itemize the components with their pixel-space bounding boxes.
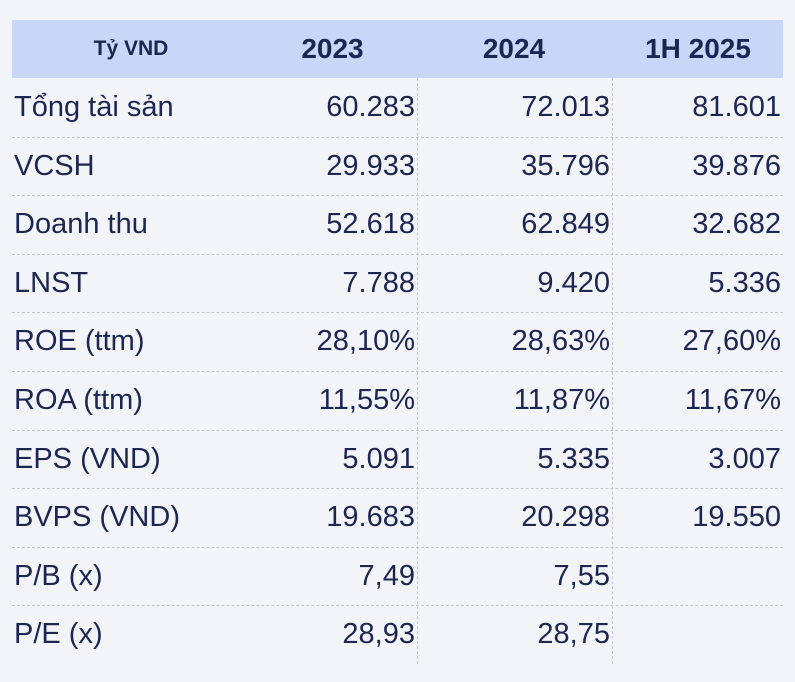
cell-value: 27,60% <box>682 325 781 358</box>
cell-value: 5.091 <box>342 442 415 475</box>
cell-value: 5.336 <box>708 266 781 299</box>
cell-value: 29.933 <box>326 149 415 182</box>
cell-value: 7,49 <box>358 559 415 592</box>
cell-value: 52.618 <box>326 208 415 241</box>
cell-value: 11,67% <box>684 384 781 416</box>
cell-value: 9.420 <box>537 266 610 299</box>
row-label: Doanh thu <box>14 208 148 241</box>
cell-value: 28,75 <box>537 618 610 651</box>
row-separator <box>12 253 783 255</box>
row-label: Tổng tài sản <box>14 91 174 123</box>
cell-value: 28,63% <box>511 325 610 358</box>
row-label: ROE (ttm) <box>14 325 145 358</box>
row-label: VCSH <box>14 149 95 182</box>
cell-value: 28,93 <box>342 618 415 651</box>
row-separator <box>12 136 783 138</box>
header-row <box>12 20 783 78</box>
cell-value: 5.335 <box>537 442 610 475</box>
cell-value: 19.683 <box>326 501 415 534</box>
cell-value: 72.013 <box>521 91 610 123</box>
row-label: P/E (x) <box>14 618 103 651</box>
cell-value: 7,55 <box>553 559 610 592</box>
column-header: 2024 <box>482 33 546 64</box>
cell-value: 19.550 <box>692 501 781 534</box>
row-separator <box>12 195 783 197</box>
row-separator <box>12 429 783 431</box>
row-separator <box>12 546 783 548</box>
cell-value: 62.849 <box>521 208 610 241</box>
cell-value: 11,87% <box>513 384 610 416</box>
cell-value: 28,10% <box>316 325 415 358</box>
cell-value: 32.682 <box>692 208 781 241</box>
cell-value: 20.298 <box>521 501 610 534</box>
row-separator <box>12 605 783 607</box>
row-label: BVPS (VND) <box>14 501 180 534</box>
cell-value: 39.876 <box>692 149 781 182</box>
row-label: LNST <box>14 266 89 299</box>
row-label: EPS (VND) <box>14 442 161 475</box>
cell-value: 7.788 <box>342 266 415 299</box>
cell-value: 81.601 <box>692 91 781 123</box>
column-header: 1H 2025 <box>645 33 751 64</box>
row-separator <box>12 488 783 490</box>
column-header: 2023 <box>301 33 364 64</box>
cell-value: 3.007 <box>708 442 781 475</box>
cell-value: 35.796 <box>521 149 610 182</box>
row-label: P/B (x) <box>14 559 103 592</box>
unit-header: Tỷ VND <box>93 37 169 60</box>
cell-value: 60.283 <box>326 91 415 123</box>
row-separator <box>12 371 783 372</box>
cell-value: 11,55% <box>318 384 415 416</box>
row-label: ROA (ttm) <box>14 384 143 416</box>
row-separator <box>12 312 783 314</box>
